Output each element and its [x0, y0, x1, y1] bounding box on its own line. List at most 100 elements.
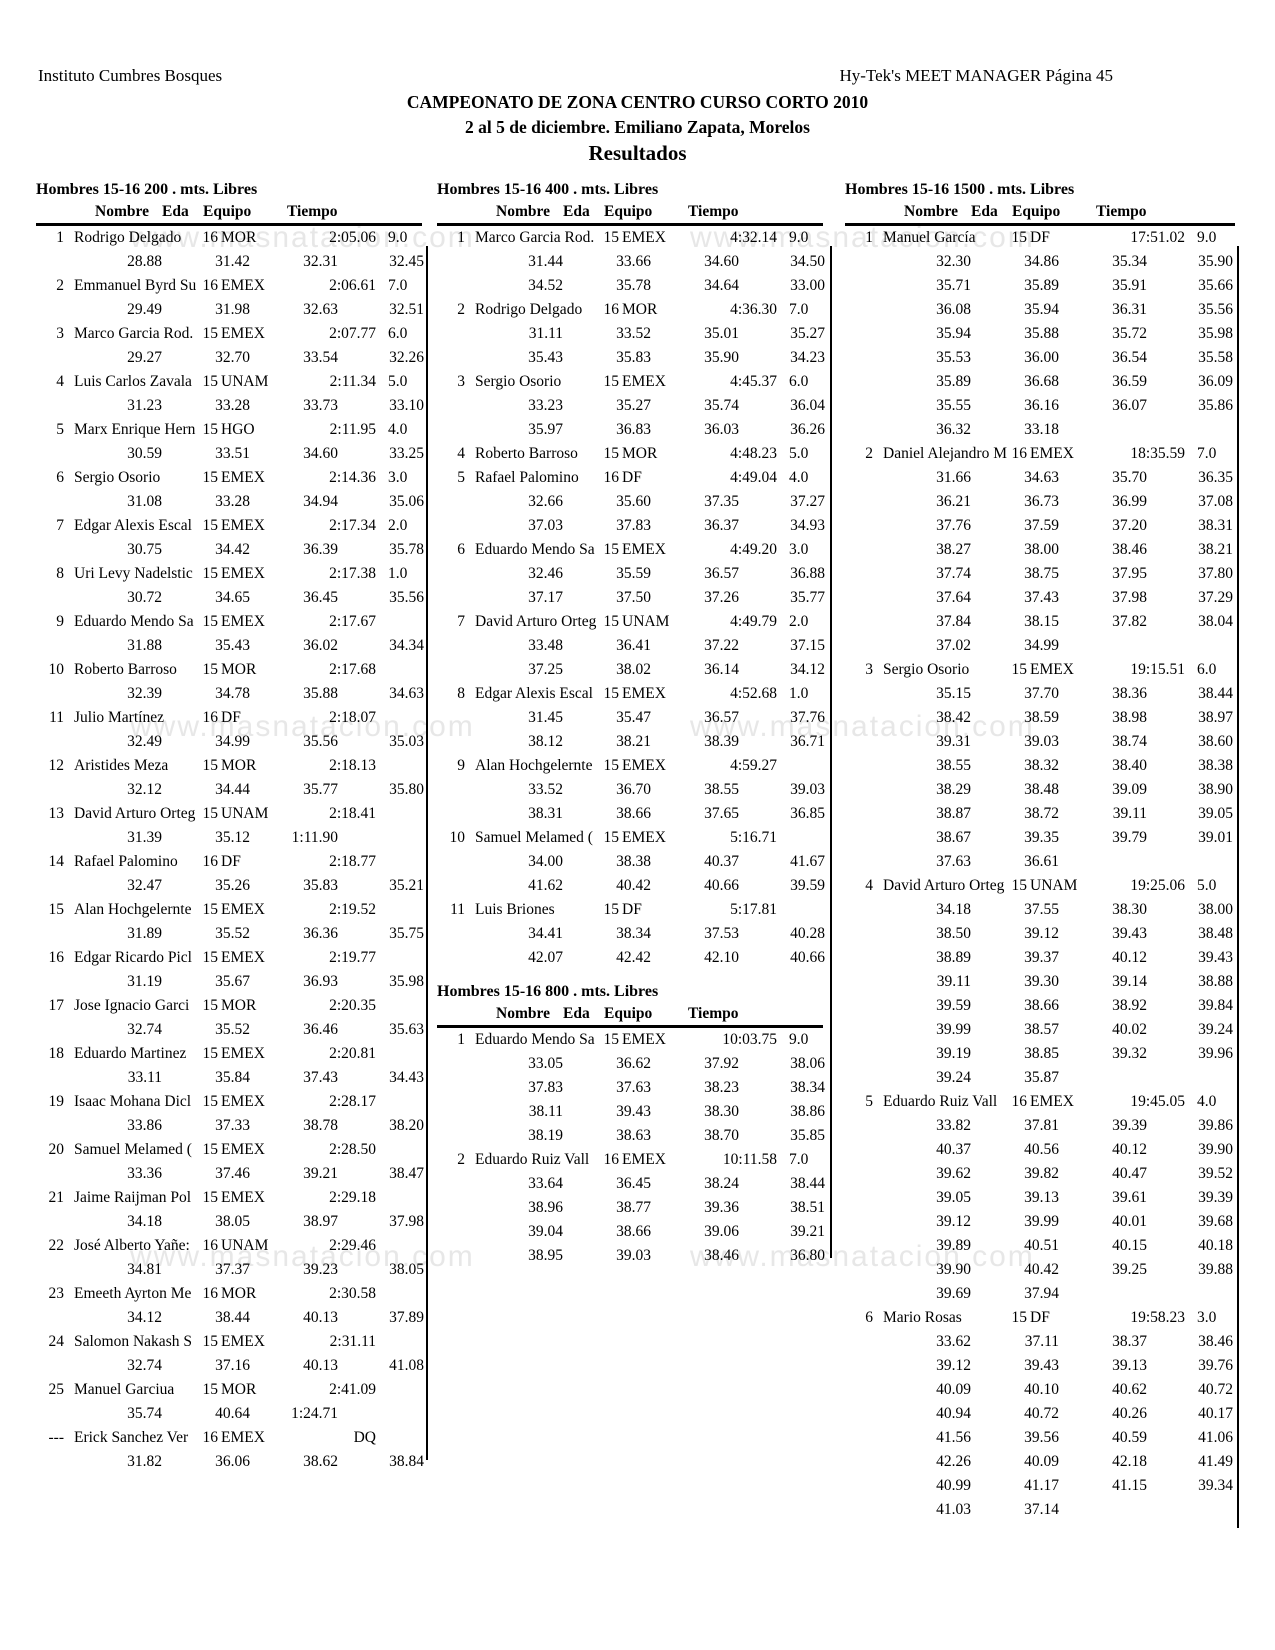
header-eda: Eda: [162, 203, 189, 220]
split-time: 37.22: [704, 637, 739, 654]
split-time: 35.89: [936, 373, 971, 390]
swimmer-age: 15: [202, 421, 219, 438]
split-time: 34.93: [790, 517, 825, 534]
result-time: 10:11.58: [722, 1151, 777, 1168]
result-row: 13 David Arturo Orteg 15 UNAM 2:18.41: [36, 802, 422, 826]
split-time: 32.63: [303, 301, 338, 318]
swimmer-team: EMEX: [221, 1093, 265, 1110]
swimmer-name: Rodrigo Delgado: [475, 301, 583, 318]
split-time: 31.88: [127, 637, 162, 654]
watermark: www.masnatacion.com: [130, 710, 475, 743]
split-time: 38.31: [528, 805, 563, 822]
event-section: Hombres 15-16 1500 . mts. Libres Nombre Ed…: [845, 178, 1235, 1522]
header-equipo: Equipo: [1012, 203, 1061, 220]
result-row: 7 Edgar Alexis Escal 15 EMEX 2:17.34 2.0: [36, 514, 422, 538]
split-row: 38.55 38.32 38.40 38.38: [845, 754, 1235, 778]
split-time: 33.00: [790, 277, 825, 294]
split-time: 38.00: [1024, 541, 1059, 558]
swimmer-name: Sergio Osorio: [74, 469, 161, 486]
split-row: 38.96 38.77 39.36 38.51: [437, 1196, 825, 1220]
institution-name: Instituto Cumbres Bosques: [38, 66, 223, 85]
split-time: 37.74: [936, 565, 971, 582]
swimmer-name: Emmanuel Byrd Su: [74, 277, 197, 294]
split-time: 1:24.71: [291, 1405, 338, 1422]
split-time: 35.77: [303, 781, 338, 798]
split-row: 37.76 37.59 37.20 38.31: [845, 514, 1235, 538]
split-time: 38.59: [1024, 709, 1059, 726]
result-place: 8: [56, 565, 64, 582]
split-time: 37.89: [389, 1309, 424, 1326]
split-time: 34.18: [127, 1213, 162, 1230]
split-time: 37.83: [616, 517, 651, 534]
split-time: 39.31: [936, 733, 971, 750]
split-time: 38.37: [1112, 1333, 1147, 1350]
result-place: 3: [457, 373, 465, 390]
result-points: 9.0: [388, 229, 408, 246]
result-time: 2:17.34: [329, 517, 376, 534]
split-time: 37.15: [790, 637, 825, 654]
split-time: 40.72: [1024, 1405, 1059, 1422]
result-points: 9.0: [789, 1031, 809, 1048]
split-time: 37.35: [704, 493, 739, 510]
split-time: 36.73: [1024, 493, 1059, 510]
split-row: 32.30 34.86 35.34 35.90: [845, 250, 1235, 274]
split-row: 32.47 35.26 35.83 35.21: [36, 874, 424, 898]
split-row: 39.89 40.51 40.15 40.18: [845, 1234, 1235, 1258]
result-time: 5:16.71: [730, 829, 777, 846]
split-time: 41.08: [389, 1357, 424, 1374]
split-row: 35.53 36.00 36.54 35.58: [845, 346, 1235, 370]
result-place: 5: [56, 421, 64, 438]
split-time: 40.47: [1112, 1165, 1147, 1182]
split-time: 38.66: [616, 805, 651, 822]
split-time: 36.07: [1112, 397, 1147, 414]
swimmer-age: 15: [1011, 877, 1028, 894]
split-time: 35.53: [936, 349, 971, 366]
split-time: 35.03: [389, 733, 424, 750]
swimmer-name: Luis Briones: [475, 901, 555, 918]
result-place: 4: [56, 373, 64, 390]
swimmer-name: Edgar Ricardo Picl: [74, 949, 192, 966]
split-time: 37.37: [215, 1261, 250, 1278]
split-row: 40.37 40.56 40.12 39.90: [845, 1138, 1235, 1162]
split-time: 36.14: [704, 661, 739, 678]
split-row: 33.62 37.11 38.37 38.46: [845, 1330, 1235, 1354]
split-time: 41.62: [528, 877, 563, 894]
split-time: 33.28: [215, 493, 250, 510]
split-time: 38.19: [528, 1127, 563, 1144]
split-row: 33.11 35.84 37.43 34.43: [36, 1066, 424, 1090]
result-place: 3: [865, 661, 873, 678]
split-time: 29.27: [127, 349, 162, 366]
header-eda: Eda: [563, 1005, 590, 1022]
result-time: 5:17.81: [730, 901, 777, 918]
split-time: 35.94: [936, 325, 971, 342]
split-row: 31.39 35.12 1:11.90: [36, 826, 422, 850]
split-time: 33.64: [528, 1175, 563, 1192]
result-place: ---: [48, 1429, 65, 1446]
swimmer-team: EMEX: [1030, 661, 1074, 678]
split-time: 36.00: [1024, 349, 1059, 366]
split-time: 34.65: [215, 589, 250, 606]
result-place: 7: [56, 517, 64, 534]
column-headers: Nombre Eda Equipo Tiempo: [437, 1004, 823, 1028]
split-time: 40.26: [1112, 1405, 1147, 1422]
split-time: 36.45: [303, 589, 338, 606]
split-time: 35.34: [1112, 253, 1147, 270]
split-time: 37.80: [1198, 565, 1233, 582]
split-time: 42.10: [704, 949, 739, 966]
split-time: 38.48: [1198, 925, 1233, 942]
split-time: 34.63: [389, 685, 424, 702]
split-row: 34.41 38.34 37.53 40.28: [437, 922, 825, 946]
swimmer-name: Sergio Osorio: [883, 661, 970, 678]
swimmer-team: MOR: [221, 229, 257, 246]
split-time: 35.86: [1198, 397, 1233, 414]
split-time: 38.63: [616, 1127, 651, 1144]
split-row: 39.04 38.66 39.06 39.21: [437, 1220, 825, 1244]
split-time: 38.88: [1198, 973, 1233, 990]
result-place: 21: [48, 1189, 65, 1206]
split-time: 31.44: [528, 253, 563, 270]
split-time: 39.99: [936, 1021, 971, 1038]
split-row: 41.62 40.42 40.66 39.59: [437, 874, 825, 898]
split-time: 33.52: [616, 325, 651, 342]
split-time: 36.57: [704, 709, 739, 726]
split-row: 37.17 37.50 37.26 35.77: [437, 586, 825, 610]
